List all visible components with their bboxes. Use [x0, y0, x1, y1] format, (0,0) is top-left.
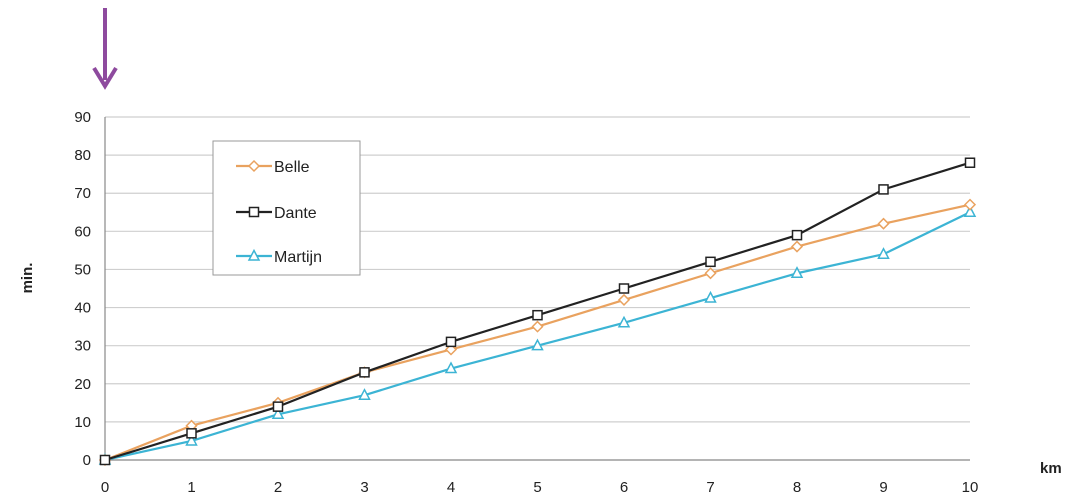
x-tick-label: 8: [793, 479, 801, 496]
y-axis-title: min.: [19, 263, 36, 294]
legend-label: Dante: [274, 205, 317, 222]
y-tick-labels: 0 10 20 30 40 50 60 70 80 90: [74, 109, 91, 469]
data-point: [963, 205, 977, 218]
data-point: [359, 367, 370, 378]
data-point: [704, 267, 717, 280]
data-point: [618, 283, 630, 294]
data-point: [963, 198, 977, 211]
y-tick-label: 0: [83, 452, 91, 469]
legend-marker: [248, 206, 260, 218]
legend-item-martijn: Martijn: [236, 248, 322, 266]
legend-marker: [247, 159, 261, 173]
y-tick-label: 20: [74, 376, 91, 393]
data-point: [531, 320, 544, 333]
data-point: [358, 388, 371, 400]
data-point: [186, 428, 197, 439]
data-point: [531, 338, 544, 351]
data-point: [964, 157, 976, 168]
x-tick-label: 5: [533, 479, 541, 496]
data-point: [185, 433, 198, 446]
data-point: [532, 309, 543, 321]
x-tick-label: 7: [706, 479, 714, 496]
down-arrow-icon: [92, 8, 118, 90]
data-point: [271, 407, 285, 420]
x-tick-label: 6: [620, 479, 628, 496]
legend-label: Belle: [274, 159, 310, 176]
x-axis-title: km: [1040, 460, 1062, 477]
legend-item-dante: Dante: [236, 205, 317, 222]
data-point: [272, 401, 284, 412]
data-point: [99, 454, 111, 466]
data-point: [878, 184, 889, 195]
y-tick-label: 10: [74, 414, 91, 431]
data-point: [704, 290, 717, 303]
x-tick-label: 9: [879, 479, 887, 496]
x-tick-label: 2: [274, 479, 282, 496]
y-tick-label: 30: [74, 338, 91, 355]
data-point: [617, 315, 631, 328]
legend-box: [212, 140, 361, 276]
series-dante: [99, 157, 976, 466]
legend-label: Martijn: [274, 249, 322, 266]
data-point: [877, 217, 890, 230]
x-tick-label: 3: [360, 479, 368, 496]
x-tick-label: 1: [187, 479, 195, 496]
x-tick-label: 4: [447, 479, 455, 496]
x-tick-label: 10: [962, 479, 979, 496]
legend: Belle Dante Martijn: [212, 140, 361, 276]
data-point: [705, 256, 716, 268]
data-point: [790, 240, 804, 253]
x-tick-label: 0: [101, 479, 109, 496]
legend-item-belle: Belle: [236, 159, 310, 176]
y-tick-label: 90: [74, 109, 91, 126]
y-tick-label: 60: [74, 223, 91, 240]
x-tick-labels: 0 1 2 3 4 5 6 7 8 9 10: [101, 479, 979, 496]
data-point: [877, 247, 890, 259]
data-point: [790, 266, 804, 279]
series-group: [98, 157, 977, 467]
legend-marker: [247, 248, 261, 261]
y-tick-label: 40: [74, 300, 91, 317]
data-point: [617, 293, 631, 306]
y-tick-label: 70: [74, 185, 91, 202]
data-point: [444, 361, 458, 374]
data-point: [791, 229, 803, 241]
y-tick-label: 80: [74, 147, 91, 164]
data-point: [445, 336, 457, 348]
y-tick-label: 50: [74, 261, 91, 278]
